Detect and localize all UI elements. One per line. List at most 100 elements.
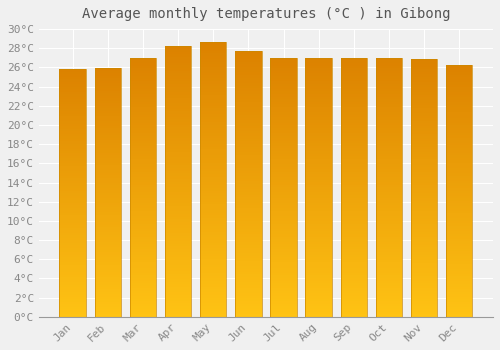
Bar	[130, 133, 156, 135]
Bar	[130, 120, 156, 122]
Bar	[94, 175, 121, 178]
Bar	[130, 296, 156, 299]
Bar	[165, 60, 191, 63]
Bar	[411, 304, 438, 307]
Bar	[376, 309, 402, 312]
Bar	[60, 275, 86, 277]
Bar	[200, 193, 226, 196]
Bar	[94, 304, 121, 307]
Bar	[60, 250, 86, 252]
Bar	[306, 265, 332, 268]
Bar	[306, 74, 332, 76]
Bar	[130, 234, 156, 237]
Bar	[130, 275, 156, 278]
Bar	[270, 187, 296, 190]
Bar	[446, 302, 472, 304]
Bar	[411, 232, 438, 234]
Bar	[94, 81, 121, 83]
Bar	[165, 130, 191, 133]
Bar	[235, 211, 262, 213]
Bar	[200, 215, 226, 218]
Bar	[60, 302, 86, 304]
Bar	[270, 211, 296, 213]
Bar	[200, 210, 226, 212]
Bar	[130, 78, 156, 81]
Bar	[235, 240, 262, 243]
Bar	[94, 230, 121, 232]
Bar	[446, 166, 472, 168]
Bar	[306, 281, 332, 283]
Bar	[200, 243, 226, 245]
Bar	[200, 108, 226, 111]
Bar	[411, 278, 438, 281]
Bar	[340, 260, 367, 262]
Bar	[270, 198, 296, 200]
Bar	[235, 123, 262, 126]
Bar	[411, 164, 438, 167]
Bar	[446, 158, 472, 160]
Bar	[270, 203, 296, 205]
Bar	[165, 287, 191, 290]
Bar	[165, 217, 191, 219]
Bar	[376, 231, 402, 234]
Bar	[130, 226, 156, 229]
Bar	[376, 275, 402, 278]
Bar	[235, 237, 262, 240]
Bar	[340, 314, 367, 317]
Bar	[446, 223, 472, 226]
Bar	[376, 237, 402, 239]
Bar	[94, 237, 121, 240]
Bar	[270, 154, 296, 156]
Bar	[165, 314, 191, 317]
Bar	[340, 237, 367, 239]
Bar	[446, 140, 472, 143]
Bar	[235, 221, 262, 224]
Bar	[376, 278, 402, 281]
Bar	[446, 143, 472, 145]
Bar	[94, 274, 121, 277]
Bar	[340, 107, 367, 110]
Bar	[340, 102, 367, 104]
Bar	[200, 185, 226, 188]
Bar	[446, 173, 472, 176]
Bar	[130, 268, 156, 270]
Bar	[235, 232, 262, 235]
Bar	[446, 244, 472, 246]
Bar	[165, 157, 191, 160]
Bar	[376, 104, 402, 107]
Bar	[446, 188, 472, 191]
Bar	[411, 221, 438, 224]
Bar	[376, 167, 402, 169]
Bar	[340, 115, 367, 117]
Bar	[446, 170, 472, 173]
Bar	[130, 193, 156, 195]
Bar	[235, 261, 262, 264]
Bar	[270, 304, 296, 307]
Bar	[306, 304, 332, 307]
Bar	[376, 107, 402, 110]
Bar	[270, 159, 296, 161]
Bar	[270, 89, 296, 91]
Bar	[411, 108, 438, 110]
Bar	[376, 115, 402, 117]
Bar	[94, 245, 121, 247]
Bar	[270, 107, 296, 110]
Bar	[130, 208, 156, 211]
Bar	[235, 62, 262, 64]
Bar	[165, 233, 191, 236]
Bar	[200, 199, 226, 202]
Bar	[130, 143, 156, 146]
Bar	[200, 89, 226, 92]
Bar	[270, 174, 296, 177]
Bar	[165, 84, 191, 87]
Bar	[340, 122, 367, 125]
Bar	[376, 138, 402, 141]
Bar	[235, 54, 262, 56]
Bar	[165, 106, 191, 108]
Bar	[446, 168, 472, 170]
Bar	[446, 120, 472, 122]
Bar	[165, 265, 191, 268]
Bar	[130, 294, 156, 296]
Bar	[94, 88, 121, 91]
Bar	[60, 225, 86, 228]
